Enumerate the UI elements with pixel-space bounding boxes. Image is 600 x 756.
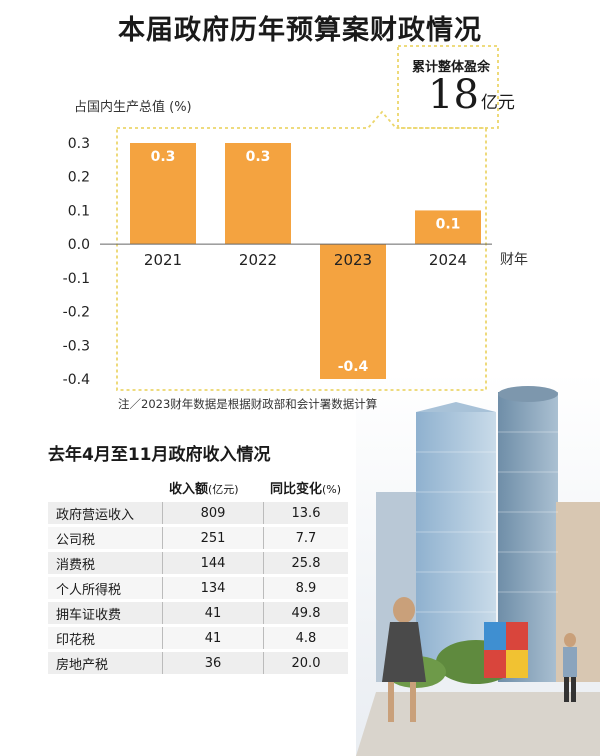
chart-note: 注／2023财年数据是根据财政部和会计署数据计算: [118, 397, 378, 411]
header-amount-main: 收入额: [169, 482, 209, 497]
bar-2021: [130, 143, 196, 245]
row-change: 8.9: [264, 577, 348, 599]
row-name: 房地产税: [48, 652, 163, 674]
bar-2024: [415, 210, 481, 245]
row-change: 13.6: [264, 502, 348, 524]
bar-2023: [320, 244, 386, 379]
row-amount: 251: [163, 527, 264, 549]
page-title: 本届政府历年预算案财政情况: [118, 15, 482, 46]
header-change: 同比变化(%): [264, 476, 348, 499]
y-tick-label: 0.3: [68, 136, 90, 152]
table-row: 个人所得税 134 8.9: [48, 577, 348, 599]
row-change: 20.0: [264, 652, 348, 674]
row-name: 个人所得税: [48, 577, 163, 599]
row-amount: 134: [163, 577, 264, 599]
surplus-value: 18 亿元: [428, 72, 578, 118]
surplus-unit: 亿元: [480, 93, 515, 113]
header-change-unit: (%): [322, 483, 342, 496]
bar-value-label: 0.3: [151, 149, 176, 165]
row-amount: 41: [163, 602, 264, 624]
bar-value-label: 0.1: [436, 216, 461, 232]
table-row: 政府营运收入 809 13.6: [48, 502, 348, 524]
row-name: 印花税: [48, 627, 163, 649]
row-amount: 36: [163, 652, 264, 674]
row-change: 49.8: [264, 602, 348, 624]
row-amount: 144: [163, 552, 264, 574]
revenue-table: 收入额(亿元) 同比变化(%) 政府营运收入 809 13.6 公司税 251 …: [48, 473, 348, 677]
y-tick-label: 0.0: [68, 237, 90, 253]
x-tick-label: 2024: [429, 251, 467, 269]
table-row: 消费税 144 25.8: [48, 552, 348, 574]
table-row: 拥车证收费 41 49.8: [48, 602, 348, 624]
bar-2022: [225, 143, 291, 245]
table-row: 房地产税 36 20.0: [48, 652, 348, 674]
row-name: 公司税: [48, 527, 163, 549]
table-title: 去年4月至11月政府收入情况: [48, 445, 271, 465]
x-tick-label: 2021: [144, 251, 182, 269]
bar-value-label: -0.4: [338, 359, 369, 375]
row-change: 4.8: [264, 627, 348, 649]
surplus-number: 18: [428, 72, 479, 118]
y-tick-label: 0.1: [68, 203, 90, 219]
table-row: 印花税 41 4.8: [48, 627, 348, 649]
table-row: 公司税 251 7.7: [48, 527, 348, 549]
row-change: 25.8: [264, 552, 348, 574]
callout-frame: [116, 110, 487, 391]
row-name: 消费税: [48, 552, 163, 574]
row-change: 7.7: [264, 527, 348, 549]
city-photo: [356, 372, 600, 756]
row-name: 政府营运收入: [48, 502, 163, 524]
surplus-label: 累计整体盈余: [412, 60, 491, 75]
header-amount-unit: (亿元): [208, 483, 239, 496]
header-blank: [48, 476, 163, 499]
header-amount: 收入额(亿元): [163, 476, 264, 499]
x-axis-label: 财年: [500, 252, 528, 268]
x-tick-label: 2022: [239, 251, 277, 269]
y-axis-label: 占国内生产总值 (%): [74, 100, 192, 115]
row-name: 拥车证收费: [48, 602, 163, 624]
header-change-main: 同比变化: [270, 482, 323, 497]
row-amount: 41: [163, 627, 264, 649]
table-header-row: 收入额(亿元) 同比变化(%): [48, 476, 348, 499]
row-amount: 809: [163, 502, 264, 524]
y-tick-label: 0.2: [68, 170, 90, 186]
y-tick-label: -0.4: [63, 372, 90, 388]
x-tick-label: 2023: [334, 251, 372, 269]
y-tick-label: -0.1: [63, 271, 90, 287]
y-tick-label: -0.3: [63, 338, 90, 354]
y-tick-label: -0.2: [63, 305, 90, 321]
budget-bar-chart: 0.3 0.2 0.1 0.0 -0.1 -0.2 -0.3 -0.4 2021 2022 202…: [63, 45, 528, 391]
bar-value-label: 0.3: [246, 149, 271, 165]
surplus-frame: [397, 45, 499, 129]
